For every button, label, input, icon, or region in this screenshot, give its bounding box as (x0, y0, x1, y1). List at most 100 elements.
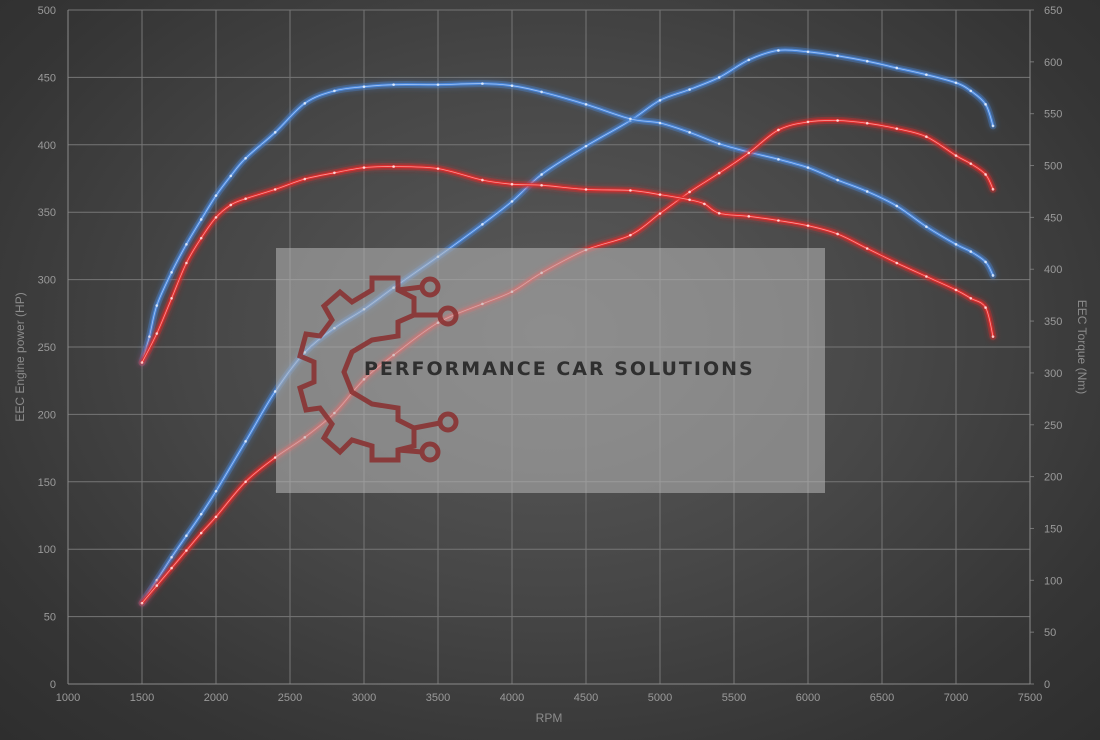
data-point (777, 49, 780, 52)
data-point (984, 173, 987, 176)
y-right-tick-label: 200 (1044, 472, 1062, 484)
data-point (155, 332, 159, 335)
data-point (481, 82, 484, 85)
data-point (170, 296, 173, 300)
y-left-tick-label: 400 (38, 140, 56, 152)
data-point (303, 177, 307, 181)
x-tick-label: 5500 (722, 692, 746, 704)
data-point (991, 124, 995, 128)
y-left-tick-label: 100 (38, 544, 56, 556)
data-point (954, 81, 958, 85)
y-left-tick-label: 500 (38, 5, 56, 17)
x-tick-label: 5000 (648, 692, 672, 704)
blue-torque-series (138, 80, 997, 367)
data-point (185, 261, 188, 265)
data-point (984, 260, 987, 264)
data-point (362, 166, 366, 169)
data-point (584, 188, 588, 191)
data-point (273, 131, 277, 134)
data-point (895, 261, 899, 265)
y-right-axis-title: EEC Torque (Nm) (1075, 300, 1089, 394)
y-left-tick-label: 0 (50, 679, 56, 691)
y-left-tick-label: 350 (38, 207, 56, 219)
data-point (688, 131, 691, 134)
data-point (717, 211, 721, 215)
data-point (510, 200, 514, 203)
x-tick-label: 4000 (500, 692, 524, 704)
watermark-text: PERFORMANCE CAR SOLUTIONS (364, 358, 755, 380)
data-point (658, 212, 662, 215)
data-point (629, 233, 632, 237)
x-tick-label: 1000 (56, 692, 80, 704)
series-highlight (141, 49, 994, 604)
data-point (510, 182, 514, 186)
x-axis-title: RPM (536, 711, 563, 725)
data-point (865, 59, 869, 63)
data-point (436, 83, 440, 86)
data-point (170, 271, 173, 274)
data-point (688, 190, 691, 194)
data-point (303, 102, 307, 105)
data-point (481, 178, 484, 182)
data-point (244, 440, 247, 443)
data-point (703, 202, 706, 206)
x-tick-label: 4500 (574, 692, 598, 704)
data-point (540, 173, 543, 176)
y-left-tick-label: 150 (38, 477, 56, 489)
data-point (185, 534, 188, 538)
data-point (333, 89, 336, 93)
data-point (806, 50, 810, 54)
data-point (199, 512, 203, 516)
data-point (984, 103, 987, 106)
y-left-tick-label: 300 (38, 275, 56, 287)
y-right-tick-label: 450 (1044, 212, 1062, 224)
data-point (273, 456, 277, 459)
data-point (214, 489, 218, 493)
data-point (806, 166, 810, 169)
data-point (629, 189, 632, 192)
data-point (185, 549, 188, 552)
data-point (836, 54, 839, 58)
data-point (865, 121, 869, 125)
data-point (806, 224, 810, 227)
data-point (540, 183, 543, 187)
y-right-tick-label: 550 (1044, 109, 1062, 121)
data-point (969, 162, 973, 165)
data-point (481, 223, 484, 226)
data-point (895, 204, 899, 208)
x-tick-label: 2000 (204, 692, 228, 704)
data-point (362, 85, 366, 89)
data-point (969, 250, 973, 253)
data-point (392, 83, 395, 86)
red-torque-series (138, 163, 997, 367)
data-point (806, 120, 810, 124)
data-point (273, 390, 277, 393)
data-point (777, 158, 780, 161)
y-left-tick-label: 450 (38, 72, 56, 84)
data-point (510, 84, 514, 87)
data-point (984, 306, 987, 309)
y-right-tick-label: 300 (1044, 368, 1062, 380)
data-point (895, 127, 899, 130)
series-highlight (141, 83, 994, 363)
data-point (214, 216, 218, 219)
data-point (991, 187, 995, 191)
y-right-tick-label: 500 (1044, 161, 1062, 173)
data-point (244, 480, 247, 484)
data-point (155, 584, 159, 587)
data-point (954, 243, 958, 246)
data-point (214, 194, 218, 197)
x-tick-label: 3500 (426, 692, 450, 704)
y-left-tick-label: 250 (38, 342, 56, 354)
data-point (925, 73, 928, 77)
data-point (688, 198, 691, 202)
data-point (148, 335, 151, 338)
data-point (199, 531, 203, 535)
x-tick-label: 2500 (278, 692, 302, 704)
y-left-tick-label: 50 (44, 612, 56, 624)
y-left-axis-title: EEC Engine power (HP) (13, 292, 27, 421)
data-point (865, 190, 869, 193)
data-point (777, 128, 780, 132)
data-point (155, 304, 159, 307)
